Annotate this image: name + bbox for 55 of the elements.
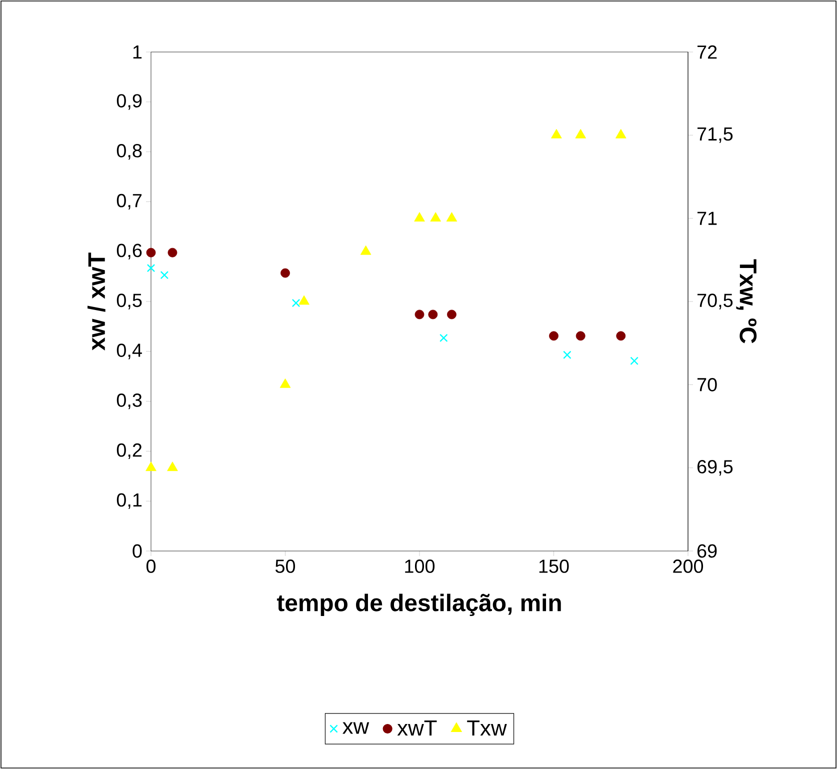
point <box>146 248 156 258</box>
legend-label: xwT <box>397 720 437 736</box>
y-tick-label: 0,8 <box>116 144 142 160</box>
point <box>447 310 456 320</box>
x-tick-label: 200 <box>673 560 704 573</box>
y-tick-label: 1 <box>133 45 142 59</box>
x-tick-label: 50 <box>275 560 296 573</box>
y2-tick-label: 70,5 <box>697 294 733 310</box>
point <box>280 268 290 278</box>
y2-tick-label: 71 <box>697 212 717 225</box>
point <box>360 245 372 255</box>
point <box>292 298 300 308</box>
x-tick-label: 0 <box>146 560 156 573</box>
point <box>549 331 558 341</box>
y-tick-label: 0,6 <box>116 244 142 260</box>
y2-tick-label: 71,5 <box>697 127 733 143</box>
legend-label: xw <box>342 722 370 734</box>
point <box>146 264 156 272</box>
x-tick-label: 150 <box>539 560 569 573</box>
y-tick-label: 0,1 <box>116 493 142 509</box>
point <box>563 350 572 360</box>
point <box>298 295 310 305</box>
y-tick-label: 0,7 <box>116 194 142 210</box>
y-tick-label: 0,4 <box>116 344 142 360</box>
y2-tick-label: 70 <box>697 378 717 392</box>
point <box>615 128 626 138</box>
y-tick-label: 0 <box>132 544 142 558</box>
y2-axis-title: Txw, ºC <box>736 259 757 344</box>
y2-tick-label: 69,5 <box>697 460 733 476</box>
y-tick-label: 0,2 <box>116 443 142 460</box>
y2-tick-label: 72 <box>697 45 717 59</box>
point <box>630 356 638 366</box>
x-axis-title: tempo de destilação, min <box>276 594 561 616</box>
point <box>446 212 458 222</box>
y-axis-title: xw / xwT <box>88 252 106 351</box>
y-tick-label: 0,5 <box>116 294 142 310</box>
point <box>430 212 442 222</box>
y-tick-label: 0,3 <box>116 393 142 410</box>
point <box>616 331 626 341</box>
point <box>414 212 425 222</box>
point <box>576 331 586 341</box>
x-tick-label: 100 <box>405 560 435 573</box>
point <box>575 128 586 138</box>
point <box>280 378 291 388</box>
point <box>440 334 448 342</box>
y-tick-label: 0,9 <box>116 94 142 110</box>
point <box>428 310 438 320</box>
point <box>168 248 178 258</box>
point <box>146 462 156 472</box>
point <box>160 270 169 280</box>
point <box>167 462 178 472</box>
point <box>551 128 562 138</box>
point <box>414 310 424 320</box>
y2-tick-label: 69 <box>697 544 717 558</box>
legend-label: Txw <box>467 720 507 736</box>
